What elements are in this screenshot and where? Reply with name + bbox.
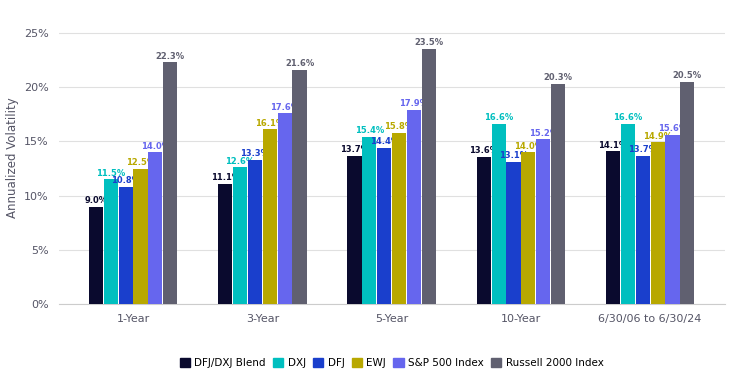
Bar xyxy=(149,152,163,304)
Bar xyxy=(218,184,232,304)
Bar xyxy=(551,84,565,304)
Text: 12.5%: 12.5% xyxy=(126,158,155,167)
Text: 14.1%: 14.1% xyxy=(598,141,627,150)
Text: 20.5%: 20.5% xyxy=(673,71,702,80)
Text: 10.8%: 10.8% xyxy=(111,176,140,186)
Text: 17.6%: 17.6% xyxy=(270,102,299,112)
Text: 15.8%: 15.8% xyxy=(384,122,414,131)
Text: 17.9%: 17.9% xyxy=(400,99,428,108)
Text: 20.3%: 20.3% xyxy=(544,73,572,82)
Bar xyxy=(233,167,247,304)
Text: 13.7%: 13.7% xyxy=(628,145,657,154)
Bar xyxy=(392,133,406,304)
Bar xyxy=(621,124,635,304)
Text: 13.6%: 13.6% xyxy=(469,146,498,155)
Text: 11.1%: 11.1% xyxy=(211,173,240,182)
Bar xyxy=(665,135,679,304)
Text: 21.6%: 21.6% xyxy=(285,59,314,68)
Bar xyxy=(248,160,262,304)
Text: 16.6%: 16.6% xyxy=(613,114,643,122)
Text: 13.3%: 13.3% xyxy=(240,149,269,158)
Text: 14.0%: 14.0% xyxy=(141,142,170,151)
Text: 15.4%: 15.4% xyxy=(355,127,384,135)
Bar xyxy=(635,155,650,304)
Text: 13.1%: 13.1% xyxy=(499,151,528,160)
Text: 22.3%: 22.3% xyxy=(156,52,184,60)
Bar xyxy=(293,70,307,304)
Text: 14.4%: 14.4% xyxy=(370,137,399,146)
Bar xyxy=(477,157,490,304)
Bar xyxy=(407,110,421,304)
Bar xyxy=(362,137,376,304)
Bar xyxy=(104,180,118,304)
Text: 16.6%: 16.6% xyxy=(484,114,513,122)
Bar xyxy=(491,124,506,304)
Legend: DFJ/DXJ Blend, DXJ, DFJ, EWJ, S&P 500 Index, Russell 2000 Index: DFJ/DXJ Blend, DXJ, DFJ, EWJ, S&P 500 In… xyxy=(178,356,605,371)
Bar xyxy=(507,162,520,304)
Bar xyxy=(348,155,362,304)
Text: 9.0%: 9.0% xyxy=(84,196,108,205)
Bar xyxy=(377,148,391,304)
Text: 15.6%: 15.6% xyxy=(658,124,687,133)
Text: 11.5%: 11.5% xyxy=(96,169,125,178)
Bar xyxy=(651,142,665,304)
Bar xyxy=(422,49,436,304)
Bar xyxy=(536,139,550,304)
Bar xyxy=(680,82,695,304)
Text: 13.7%: 13.7% xyxy=(340,145,369,154)
Bar xyxy=(606,151,620,304)
Bar xyxy=(521,152,535,304)
Text: 23.5%: 23.5% xyxy=(414,39,444,47)
Bar xyxy=(277,113,292,304)
Bar xyxy=(163,62,177,304)
Text: 15.2%: 15.2% xyxy=(529,129,558,138)
Bar xyxy=(263,129,277,304)
Text: 14.0%: 14.0% xyxy=(514,142,543,151)
Text: 16.1%: 16.1% xyxy=(255,119,285,128)
Text: 14.9%: 14.9% xyxy=(643,132,672,141)
Bar xyxy=(119,187,132,304)
Text: 12.6%: 12.6% xyxy=(225,157,255,166)
Y-axis label: Annualized Volatility: Annualized Volatility xyxy=(6,97,18,218)
Bar xyxy=(89,207,103,304)
Bar xyxy=(133,168,148,304)
